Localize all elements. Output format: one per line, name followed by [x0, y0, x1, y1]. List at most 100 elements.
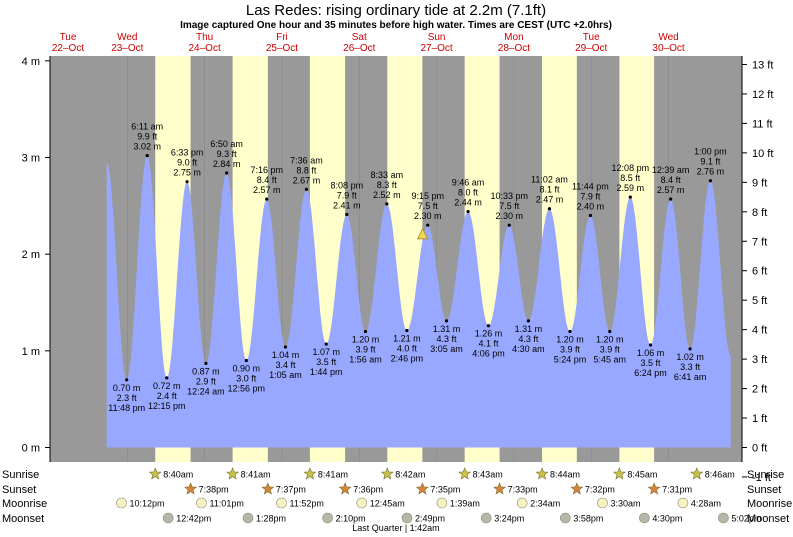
right-tick-label: 4 ft — [752, 325, 767, 337]
extreme-label: 2.30 m — [414, 211, 442, 221]
extreme-label: 3.9 ft — [355, 345, 376, 355]
extreme-label: 3:05 am — [430, 344, 463, 354]
sunrise-icon — [303, 467, 317, 480]
moonset-icon — [480, 512, 492, 524]
extreme-label: 1.02 m — [676, 352, 704, 362]
day-date: 28–Oct — [498, 43, 530, 54]
row-label-left: Moonset — [2, 513, 44, 525]
extreme-label: 4:30 am — [512, 344, 545, 354]
day-date: 29–Oct — [575, 43, 607, 54]
extreme-label: 12:15 pm — [148, 401, 186, 411]
right-tick-label: 3 ft — [752, 354, 767, 366]
extreme-label: 2.4 ft — [157, 391, 178, 401]
moonset-icon — [401, 512, 413, 524]
extreme-label: 4.1 ft — [478, 339, 499, 349]
extreme-point — [283, 345, 288, 349]
extreme-label: 12:24 am — [187, 386, 225, 396]
left-tick-label: 4 m — [22, 56, 40, 68]
extreme-label: 2.40 m — [577, 202, 605, 212]
moonrise-icon — [436, 497, 448, 509]
sunrise-icon — [458, 467, 472, 480]
extreme-label: 8.4 ft — [257, 175, 278, 185]
sunset-time: 7:35pm — [430, 485, 460, 495]
extreme-label: 3.5 ft — [640, 358, 661, 368]
row-label-left: Sunset — [2, 484, 36, 496]
sunrise-time: 8:42am — [395, 470, 425, 480]
day-date: 26–Oct — [343, 43, 375, 54]
moonrise-time: 3:30am — [611, 499, 641, 509]
extreme-label: 0.72 m — [153, 381, 181, 391]
extreme-label: 7.5 ft — [418, 201, 439, 211]
sunrise-time: 8:44am — [550, 470, 580, 480]
moonrise-icon — [597, 497, 608, 509]
extreme-label: 4.3 ft — [518, 334, 539, 344]
extreme-label: 3.3 ft — [680, 362, 701, 372]
extreme-label: 1.31 m — [433, 324, 461, 334]
day-name: Wed — [658, 32, 678, 43]
extreme-label: 1.31 m — [515, 324, 543, 334]
moonset-icon — [639, 512, 650, 524]
moonset-time: 5:02pm — [731, 514, 761, 524]
extreme-label: 8.4 ft — [661, 175, 682, 185]
moonset-time: 4:30pm — [652, 514, 682, 524]
tide-curve — [106, 155, 731, 448]
extreme-label: 1.20 m — [556, 335, 584, 345]
moonrise-time: 1:39am — [450, 499, 480, 509]
sunset-icon — [338, 482, 352, 495]
extreme-label: 9:15 pm — [411, 191, 444, 201]
extreme-point — [507, 223, 511, 227]
right-tick-label: 9 ft — [752, 177, 767, 189]
extreme-label: 2.30 m — [495, 211, 523, 221]
extreme-label: 12:56 pm — [228, 384, 266, 394]
extreme-label: 1.20 m — [352, 335, 380, 345]
extreme-label: 2.47 m — [536, 195, 564, 205]
extreme-label: 10:33 pm — [490, 191, 528, 201]
right-tick-label: 10 ft — [752, 148, 773, 160]
extreme-label: 3.0 ft — [236, 374, 257, 384]
extreme-point — [526, 319, 531, 323]
extreme-point — [345, 212, 349, 217]
extreme-point — [486, 324, 491, 328]
extreme-label: 0.87 m — [192, 366, 220, 376]
extreme-point — [547, 207, 552, 211]
sunset-time: 7:37pm — [276, 485, 306, 495]
extreme-label: 2.57 m — [253, 185, 281, 195]
extreme-label: 8.8 ft — [296, 165, 317, 175]
extreme-label: 1.06 m — [637, 348, 665, 358]
sunrise-icon — [226, 467, 240, 480]
day-date: 30–Oct — [652, 43, 684, 54]
extreme-label: 0.70 m — [113, 383, 141, 393]
extreme-label: 2.3 ft — [117, 393, 138, 403]
sunrise-time: 8:40am — [163, 470, 193, 480]
extreme-label: 1:00 pm — [694, 147, 727, 157]
extreme-label: 8.5 ft — [620, 173, 641, 183]
day-name: Tue — [60, 32, 77, 43]
extreme-label: 0.90 m — [233, 364, 261, 374]
extreme-point — [628, 195, 632, 199]
extreme-point — [363, 329, 368, 334]
extreme-point — [324, 342, 328, 346]
extreme-label: 9.0 ft — [177, 158, 198, 168]
extreme-label: 2.52 m — [373, 190, 401, 200]
extreme-point — [568, 329, 572, 334]
row-label-right: Sunset — [747, 484, 781, 496]
extreme-point — [125, 378, 129, 382]
extreme-label: 6:33 pm — [171, 148, 204, 158]
day-date: 24–Oct — [189, 43, 221, 54]
day-name: Fri — [276, 32, 288, 43]
extreme-label: 2.41 m — [333, 201, 361, 211]
sunrise-time: 8:41am — [241, 470, 271, 480]
extreme-label: 6:50 am — [210, 139, 243, 149]
left-tick-label: 3 m — [22, 153, 40, 165]
right-axis: -1 ft 0 ft 1 ft 2 ft 3 ft 4 ft 5 ft 6 ft 7 ft 8 f… — [741, 56, 773, 484]
extreme-label: 2.44 m — [454, 198, 482, 208]
sunset-icon — [261, 482, 275, 495]
chart-title: Las Redes: rising ordinary tide at 2.2m … — [246, 2, 546, 19]
extreme-point — [145, 153, 149, 158]
moonset-time: 3:24pm — [494, 514, 524, 524]
extreme-label: 5:45 am — [593, 355, 626, 365]
extreme-label: 2.67 m — [293, 175, 321, 185]
extreme-label: 9.3 ft — [217, 149, 238, 159]
extreme-label: 3.02 m — [133, 142, 161, 152]
extreme-label: 8.3 ft — [377, 180, 398, 190]
